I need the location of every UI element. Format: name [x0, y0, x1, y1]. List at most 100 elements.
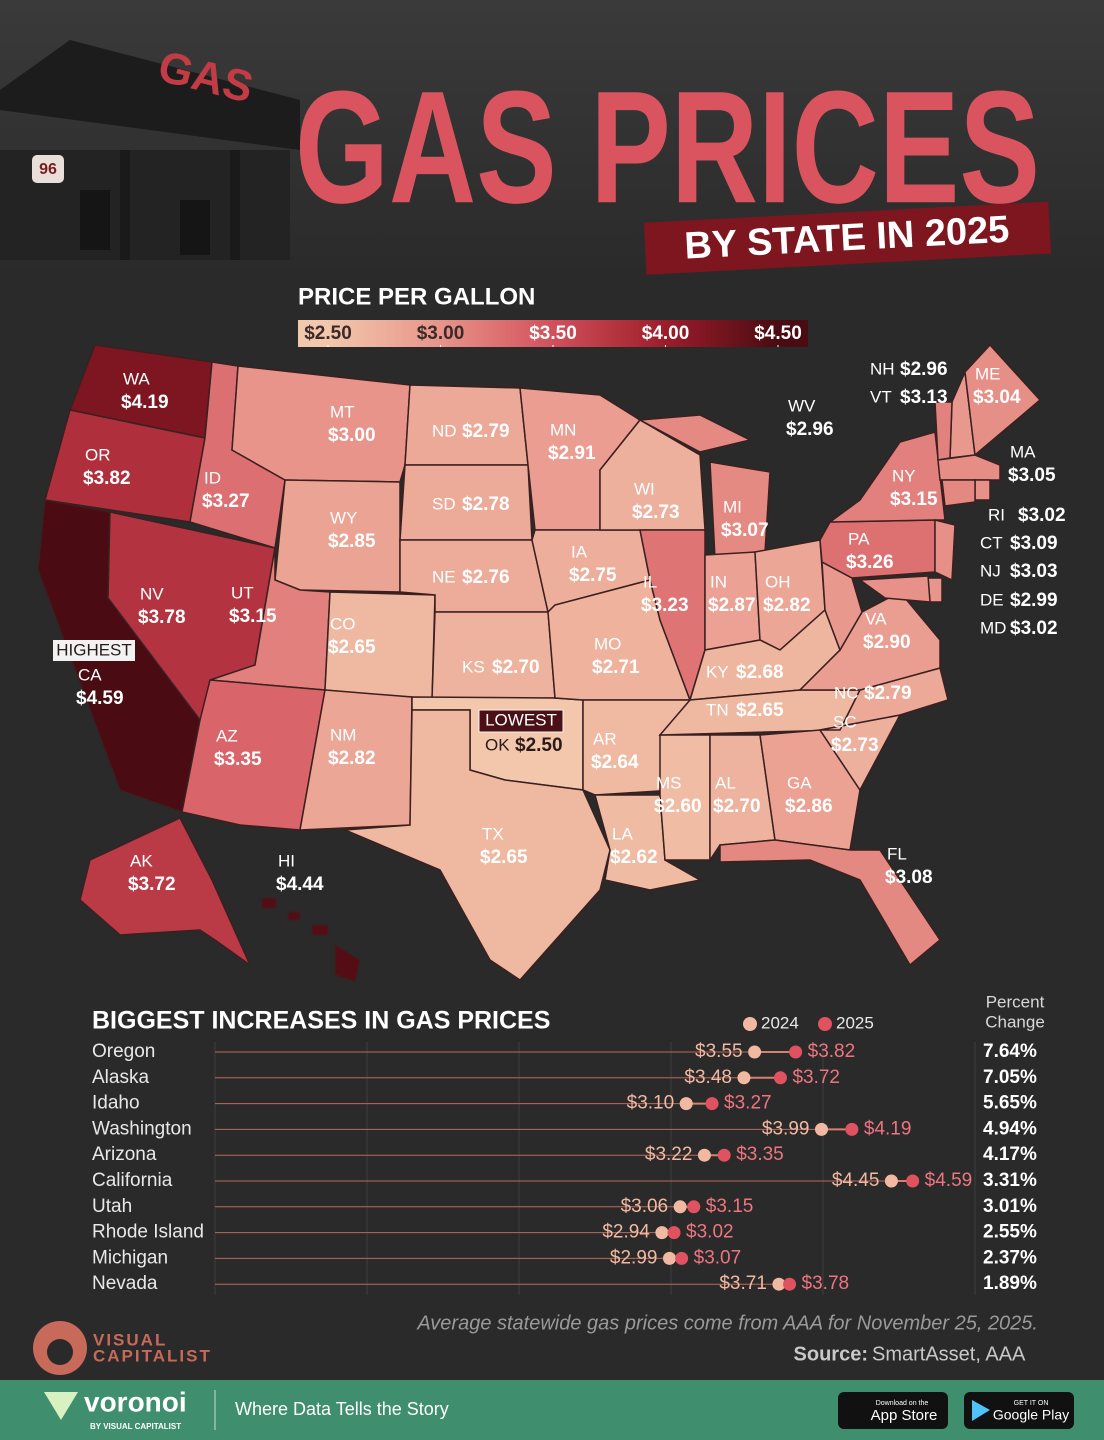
dot-2025 — [687, 1200, 701, 1214]
state-abbr: IL — [643, 572, 657, 591]
note: Average statewide gas prices come from A… — [416, 1312, 1038, 1334]
app-store-small: Download on the — [876, 1400, 929, 1407]
state-abbr: WV — [788, 396, 816, 415]
change-header: Percent — [986, 992, 1045, 1011]
dot-2024 — [679, 1097, 693, 1111]
state-abbr: OH — [765, 572, 791, 591]
dot-2024 — [697, 1148, 711, 1162]
voronoi-name: voronoi — [84, 1386, 187, 1417]
voronoi-logo — [44, 1392, 78, 1420]
legend-tick-label: $4.50 — [754, 323, 802, 344]
state-abbr: MT — [330, 402, 355, 421]
pillar — [120, 150, 130, 260]
state — [231, 365, 411, 483]
value-label-2025: $3.82 — [808, 1041, 856, 1062]
google-play-button[interactable] — [964, 1392, 1074, 1429]
state — [937, 454, 1001, 481]
percent-change: 7.64% — [983, 1041, 1037, 1062]
state-value: $3.03 — [1010, 561, 1058, 582]
value-label-2025: $3.02 — [686, 1222, 734, 1243]
value-label-2025: $3.72 — [792, 1067, 840, 1088]
state-value: $4.44 — [276, 874, 324, 895]
value-label-2024: $2.99 — [610, 1247, 658, 1268]
state-value: $2.65 — [328, 637, 376, 658]
state — [821, 560, 863, 652]
state-abbr: MS — [656, 773, 682, 792]
state-value: $3.08 — [885, 867, 933, 888]
state — [79, 817, 252, 968]
row-label: Alaska — [92, 1067, 149, 1088]
state-abbr: SC — [833, 712, 857, 731]
state-abbr: VA — [865, 609, 887, 628]
state-value: $3.02 — [1010, 618, 1058, 639]
row-label: Idaho — [92, 1093, 140, 1114]
state-value: $2.70 — [492, 657, 540, 678]
row-label: California — [92, 1170, 173, 1191]
google-play-icon — [972, 1400, 990, 1421]
state-value: $3.07 — [721, 520, 769, 541]
state-abbr: NV — [140, 584, 164, 603]
state-abbr: IA — [571, 542, 588, 561]
state-abbr: KS — [462, 657, 485, 676]
value-label-2024: $3.22 — [645, 1144, 693, 1165]
state — [934, 401, 953, 461]
state-abbr: CT — [980, 533, 1003, 552]
state-abbr: IN — [710, 572, 727, 591]
state — [431, 611, 556, 701]
row-label: Utah — [92, 1196, 132, 1217]
state-value: $2.62 — [610, 847, 658, 868]
subtitle-banner — [643, 201, 1051, 275]
value-label-2025: $3.27 — [724, 1093, 772, 1114]
value-label-2024: $3.48 — [684, 1067, 732, 1088]
state-value: $2.68 — [736, 662, 784, 683]
state-abbr: DE — [980, 590, 1004, 609]
state-abbr: NH — [870, 359, 895, 378]
state-abbr: MO — [594, 634, 621, 653]
row-label: Arizona — [92, 1144, 157, 1165]
state-value: $3.05 — [1008, 465, 1056, 486]
app-store-button[interactable] — [838, 1392, 948, 1429]
annotation-box — [53, 640, 135, 661]
dot-2024 — [814, 1122, 828, 1136]
row-label: Nevada — [92, 1273, 158, 1294]
state-abbr: MD — [980, 618, 1006, 637]
state-abbr: AK — [130, 851, 153, 870]
state-abbr: UT — [231, 583, 254, 602]
state-abbr: WI — [634, 479, 655, 498]
value-label-2025: $4.19 — [864, 1118, 912, 1139]
state-value: $2.65 — [736, 700, 784, 721]
row-label: Oregon — [92, 1041, 155, 1062]
percent-change: 4.17% — [983, 1144, 1037, 1165]
state — [274, 479, 401, 593]
state-abbr: AZ — [216, 726, 238, 745]
state — [659, 734, 711, 861]
state-value: $3.26 — [846, 552, 894, 573]
state-abbr: VT — [870, 387, 892, 406]
dot-2024 — [884, 1174, 898, 1188]
route-number: 96 — [39, 161, 57, 178]
state-value: $2.64 — [591, 752, 639, 773]
annotation: LOWEST — [485, 710, 557, 729]
source-label: Source: — [794, 1343, 868, 1365]
state-abbr: ME — [975, 364, 1001, 383]
state-value: $4.59 — [76, 688, 124, 709]
value-label-2024: $3.10 — [627, 1093, 675, 1114]
value-label-2024: $3.99 — [762, 1118, 810, 1139]
state-abbr: NM — [330, 725, 356, 744]
value-label-2024: $3.06 — [621, 1196, 669, 1217]
value-label-2024: $3.55 — [695, 1041, 743, 1062]
state — [759, 729, 861, 851]
state-value: $3.23 — [641, 595, 689, 616]
state-value: $2.87 — [708, 595, 756, 616]
percent-change: 5.65% — [983, 1093, 1037, 1114]
legend-bar — [298, 320, 808, 347]
google-label: Google Play — [993, 1407, 1069, 1423]
legend-label: 2025 — [836, 1013, 874, 1032]
route-sign — [32, 155, 64, 183]
legend-tick-label: $2.50 — [304, 323, 352, 344]
state-value: $2.65 — [480, 847, 528, 868]
dot-2024 — [748, 1045, 762, 1059]
state-abbr: ID — [204, 468, 221, 487]
state-abbr: WA — [123, 369, 150, 388]
